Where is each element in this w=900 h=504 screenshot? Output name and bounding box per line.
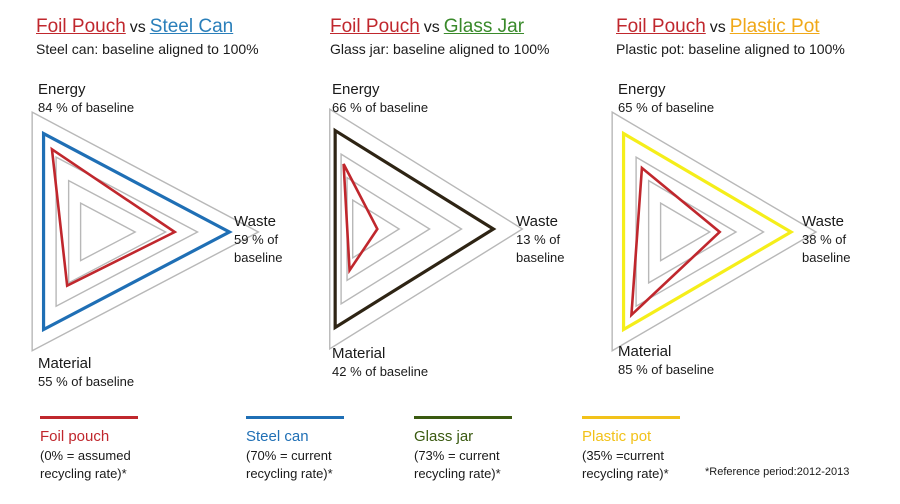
legend-note: (0% = assumed recycling rate)* [40,448,131,481]
legend-name: Steel can [246,428,309,445]
grid-ring-4 [67,179,168,285]
title-vs: vs [129,19,146,36]
legend-item-plastic-pot: Plastic pot (35% =current recycling rate… [582,416,712,483]
legend-swatch [582,416,680,419]
grid-ring-1 [329,107,524,351]
axis-name-material: Material [332,345,386,362]
axis-value-energy: 65 % of baseline [618,100,715,115]
legend-note: (35% =current recycling rate)* [582,448,669,481]
legend-item-glass-jar: Glass jar (73% = current recycling rate)… [414,416,544,483]
panel-title: Foil Pouch vs Steel Can [36,16,233,38]
grid-ring-1 [31,110,260,352]
title-comparator: Glass Jar [443,16,525,37]
axis-label-waste: Waste 38 % of baseline [802,212,850,265]
grid-ring-2 [334,129,495,329]
axis-label-energy: Energy 65 % of baseline [618,80,714,117]
axis-value-waste: 13 % of baseline [516,232,565,265]
legend-item-steel-can: Steel can (70% = current recycling rate)… [246,416,376,483]
title-foil-pouch: Foil Pouch [330,16,420,37]
axis-label-energy: Energy 84 % of baseline [38,80,134,117]
axis-label-material: Material 42 % of baseline [332,344,428,381]
grid-ring-5 [352,198,401,260]
legend-swatch [40,416,138,419]
grid-ring-1 [611,110,818,352]
panel-title: Foil Pouch vs Glass Jar [330,16,524,38]
axis-value-energy: 66 % of baseline [332,100,429,115]
panel-subtitle: Steel can: baseline aligned to 100% [36,41,259,57]
legend-name: Plastic pot [582,428,652,445]
axis-value-waste: 59 % of baseline [234,232,283,265]
title-vs: vs [423,19,440,36]
radar-chart [329,107,524,351]
axis-value-energy: 84 % of baseline [38,100,135,115]
grid-ring-5 [79,201,137,262]
axis-label-material: Material 85 % of baseline [618,342,714,379]
axis-value-material: 42 % of baseline [332,364,429,379]
legend-note: (70% = current recycling rate)* [246,448,333,481]
legend-name: Foil pouch [40,428,110,445]
legend-name: Glass jar [414,428,474,445]
radar-chart [611,110,818,352]
grid-ring-3 [340,152,463,306]
panel-subtitle: Glass jar: baseline aligned to 100% [330,41,550,57]
title-comparator: Plastic Pot [729,16,820,37]
axis-name-energy: Energy [618,81,666,98]
axis-value-material: 85 % of baseline [618,362,715,377]
foil-pouch-polygon [342,163,379,275]
title-foil-pouch: Foil Pouch [36,16,126,37]
radar-panel-plastic-pot: Foil Pouch vs Plastic Pot Plastic pot: bas… [611,0,900,400]
axis-name-material: Material [618,343,672,360]
baseline-polygon [333,127,497,331]
legend-swatch [246,416,344,419]
foil-pouch-polygon [50,146,178,288]
axis-name-energy: Energy [332,81,380,98]
panel-title: Foil Pouch vs Plastic Pot [616,16,820,38]
axis-label-waste: Waste 59 % of baseline [234,212,282,265]
axis-name-material: Material [38,355,92,372]
axis-name-energy: Energy [38,81,86,98]
baseline-polygon [41,130,233,333]
panel-subtitle: Plastic pot: baseline aligned to 100% [616,41,845,57]
axis-name-waste: Waste [234,213,276,230]
legend-swatch [414,416,512,419]
axis-name-waste: Waste [802,213,844,230]
grid-ring-5 [659,201,712,262]
radar-chart [31,110,260,352]
legend-note: (73% = current recycling rate)* [414,448,501,481]
legend-item-foil-pouch: Foil pouch (0% = assumed recycling rate)… [40,416,170,483]
axis-value-waste: 38 % of baseline [802,232,851,265]
axis-label-waste: Waste 13 % of baseline [516,212,564,265]
radar-panel-steel-can: Foil Pouch vs Steel Can Steel can: baselin… [31,0,326,400]
axis-label-energy: Energy 66 % of baseline [332,80,428,117]
title-comparator: Steel Can [149,16,234,37]
radar-panel-glass-jar: Foil Pouch vs Glass Jar Glass jar: baselin… [329,0,620,400]
axis-name-waste: Waste [516,213,558,230]
grid-ring-4 [647,179,738,285]
axis-label-material: Material 55 % of baseline [38,354,134,391]
baseline-polygon [621,130,795,333]
reference-period-note: *Reference period:2012-2013 [705,466,850,478]
title-vs: vs [709,19,726,36]
foil-pouch-polygon [629,165,722,319]
title-foil-pouch: Foil Pouch [616,16,706,37]
axis-value-material: 55 % of baseline [38,374,135,389]
grid-ring-3 [55,155,200,308]
